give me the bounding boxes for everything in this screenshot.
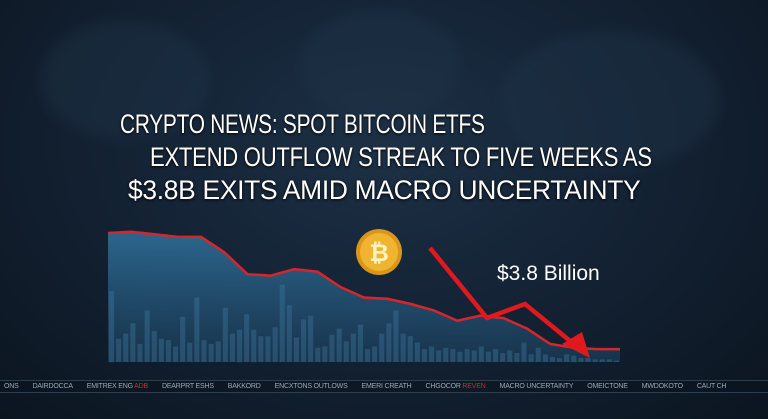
ticker-item: DAIRDOCCA — [33, 382, 73, 391]
ticker-item: MWDOKOTO — [642, 382, 683, 391]
world-map-shape — [300, 10, 460, 120]
svg-text:₿: ₿ — [369, 240, 389, 267]
ticker-item: ONS — [4, 382, 19, 391]
ticker-item: ENCXTONS OUTLOWS — [275, 382, 348, 391]
ticker-item: CHGOCOR REVEN — [426, 382, 486, 391]
ticker-text: ENCXTONS OUTLOWS — [274, 383, 348, 390]
ticker-highlight: ADB — [132, 383, 148, 390]
headline-line-2: EXTEND OUTFLOW STREAK TO FIVE WEEKS AS — [150, 142, 652, 172]
ticker-item: OMEICTONE — [587, 382, 628, 391]
news-ticker: ONS DAIRDOCCA EMITREX ENG ADB DEARPRT ESHS B… — [0, 380, 768, 393]
headline-line-3: $3.8B EXITS AMID MACRO UNCERTAINTY — [128, 175, 641, 205]
headline-line-1: CRYPTO NEWS: SPOT BITCOIN ETFS — [120, 109, 485, 139]
chart-line — [107, 230, 620, 351]
outflow-amount-label: $3.8 Billion — [497, 262, 600, 285]
ticker-text: BAKKORD — [227, 383, 261, 390]
ticker-text: DEARPRT ESHS — [161, 383, 214, 390]
ticker-item: CAUT CH — [697, 382, 727, 391]
ticker-text: MACRO UNCERTAINTY — [499, 383, 574, 390]
ticker-text: MWDOKOTO — [641, 383, 683, 390]
ticker-item: DEARPRT ESHS — [162, 382, 214, 391]
world-map-shape — [500, 30, 720, 170]
ticker-item: EMITREX ENG ADB — [87, 382, 148, 391]
ticker-text: DAIRDOCCA — [32, 383, 73, 390]
ticker-text: EMITREX ENG — [86, 383, 133, 390]
ticker-item: MACRO UNCERTAINTY — [500, 382, 574, 391]
ticker-item: BAKKORD — [228, 382, 261, 391]
down-arrow-icon — [428, 246, 590, 358]
ticker-item: EMERI CREATH — [362, 382, 412, 391]
ticker-text: EMERI CREATH — [361, 383, 412, 390]
world-map-shape — [40, 20, 210, 140]
ticker-text: OMEICTONE — [587, 383, 628, 390]
ticker-highlight: REVEN — [460, 383, 486, 390]
bitcoin-coin-icon: ₿ — [356, 229, 402, 275]
ticker-text: CAUT CH — [696, 383, 727, 390]
ticker-text: ONS — [4, 383, 19, 390]
ticker-text: CHGOCOR — [425, 383, 461, 390]
